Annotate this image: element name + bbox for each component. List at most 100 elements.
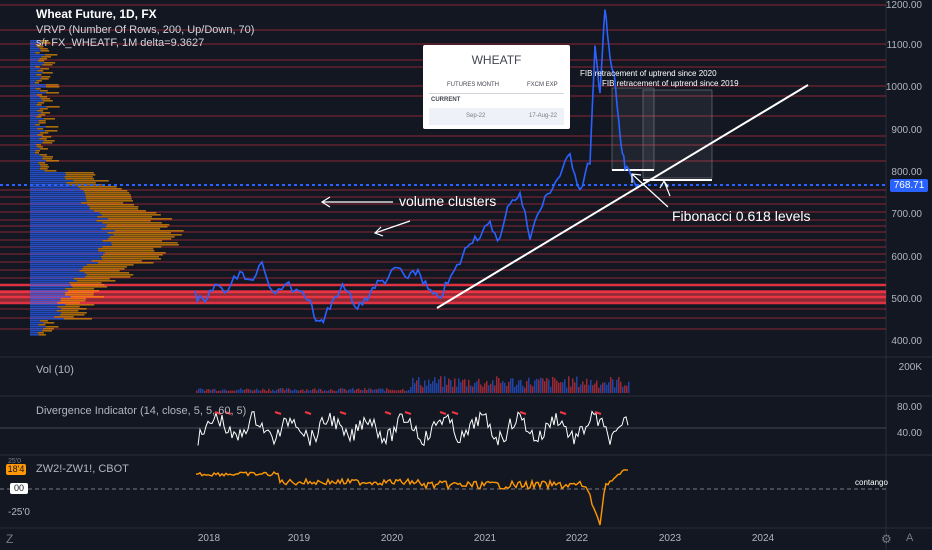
vp-bar-up <box>30 228 102 230</box>
vp-bar-down <box>64 294 94 296</box>
fibonacci-levels-label[interactable]: Fibonacci 0.618 levels <box>672 208 811 224</box>
volume-bar <box>470 385 472 393</box>
vrvp-label[interactable]: VRVP (Number Of Rows, 200, Up/Down, 70) <box>36 24 255 36</box>
volume-bar <box>402 388 404 393</box>
vp-bar-up <box>30 322 44 324</box>
fib-2019-label[interactable]: FIB retracement of uptrend since 2019 <box>602 79 739 88</box>
spread-label[interactable]: ZW2!-ZW1!, CBOT <box>36 463 129 475</box>
volume-bar <box>620 381 622 393</box>
volume-bar <box>368 388 370 393</box>
vp-bar-up <box>30 78 41 80</box>
volume-bar <box>210 390 212 393</box>
vp-bar-up <box>30 266 84 268</box>
volume-bar <box>538 379 540 393</box>
volume-bar <box>232 390 234 393</box>
vp-bar-down <box>102 246 162 248</box>
volume-bar <box>464 379 466 393</box>
volume-bar <box>346 390 348 393</box>
vp-bar-up <box>30 290 69 292</box>
volume-bar <box>404 390 406 393</box>
vp-bar-up <box>30 198 86 200</box>
vp-bar-up <box>30 260 92 262</box>
symbol-title[interactable]: Wheat Future, 1D, FX <box>36 7 157 21</box>
volume-bar <box>450 380 452 393</box>
time-tick: 2018 <box>197 533 221 544</box>
price-tick: 900.00 <box>891 125 922 136</box>
vp-bar-down <box>93 210 146 212</box>
vp-bar-up <box>30 130 46 132</box>
vp-bar-up <box>30 206 90 208</box>
vp-bar-down <box>34 152 40 154</box>
volume-bar <box>496 376 498 393</box>
divergence-signal <box>224 411 232 415</box>
vp-bar-up <box>30 300 61 302</box>
vp-bar-up <box>30 126 46 128</box>
volume-bar <box>266 390 268 393</box>
vp-bar-up <box>30 56 42 58</box>
vp-bar-down <box>101 214 161 216</box>
volume-bar <box>380 388 382 393</box>
vp-bar-up <box>30 226 106 228</box>
vp-bar-down <box>43 62 56 64</box>
volume-label[interactable]: Vol (10) <box>36 364 74 376</box>
volume-bar <box>272 389 274 393</box>
vp-bar-down <box>37 332 44 334</box>
vp-bar-down <box>38 122 46 124</box>
divergence-label[interactable]: Divergence Indicator (14, close, 5, 5, 6… <box>36 405 247 417</box>
volume-bar <box>254 389 256 393</box>
vp-bar-down <box>40 78 49 80</box>
volume-bar <box>474 382 476 393</box>
volume-clusters-label[interactable]: volume clusters <box>399 193 497 209</box>
spread-tick: -25'0 <box>8 507 30 518</box>
vp-bar-up <box>30 48 40 50</box>
vp-bar-up <box>30 66 36 68</box>
volume-bar <box>472 386 474 393</box>
vp-bar-down <box>35 124 40 126</box>
volume-bar <box>426 385 428 393</box>
volume-bar <box>586 378 588 393</box>
vp-bar-down <box>99 212 157 214</box>
vp-bar-up <box>30 282 70 284</box>
volume-bar <box>462 379 464 393</box>
volume-bar <box>572 378 574 393</box>
divergence-signal <box>214 411 222 415</box>
vp-bar-up <box>30 132 41 134</box>
settings-icon[interactable]: ⚙ <box>881 532 892 546</box>
volume-bar <box>570 386 572 393</box>
vp-bar-down <box>42 100 53 102</box>
vp-bar-up <box>30 90 40 92</box>
volume-bar <box>352 388 354 393</box>
vp-bar-down <box>70 296 105 298</box>
volume-bar <box>224 389 226 393</box>
logo-z-icon[interactable]: Z <box>6 532 14 546</box>
volume-bar <box>488 385 490 393</box>
volume-bar <box>444 376 446 393</box>
volume-bar <box>406 390 408 393</box>
uptrend-line[interactable] <box>436 84 809 309</box>
volume-bar <box>274 390 276 393</box>
volume-bar <box>248 389 250 393</box>
volume-bar <box>400 389 402 393</box>
vp-bar-up <box>30 116 37 118</box>
vp-bar-down <box>65 292 94 294</box>
volume-bar <box>382 388 384 393</box>
volume-bar <box>608 382 610 393</box>
volume-bar <box>376 389 378 393</box>
auto-scale-icon[interactable]: A <box>906 532 914 544</box>
vp-bar-up <box>30 264 87 266</box>
sr-label[interactable]: s/r FX_WHEATF, 1M delta=9.3627 <box>36 37 205 49</box>
vp-bar-down <box>60 298 87 300</box>
vp-bar-up <box>30 156 43 158</box>
vp-bar-down <box>43 140 55 142</box>
vp-bar-up <box>30 102 38 104</box>
vp-bar-down <box>60 300 86 302</box>
volume-bar <box>436 383 438 393</box>
divergence-signal <box>559 411 567 415</box>
vp-bar-down <box>101 228 161 230</box>
futures-info-card: WHEATF FUTURES MONTH FXCM EXP CURRENT Se… <box>423 45 570 129</box>
vp-bar-down <box>39 168 48 170</box>
volume-bar <box>558 382 560 393</box>
divergence-signal <box>384 411 392 415</box>
fib-2020-label[interactable]: FIB retracement of uptrend since 2020 <box>580 69 717 78</box>
volume-bar <box>522 385 524 393</box>
